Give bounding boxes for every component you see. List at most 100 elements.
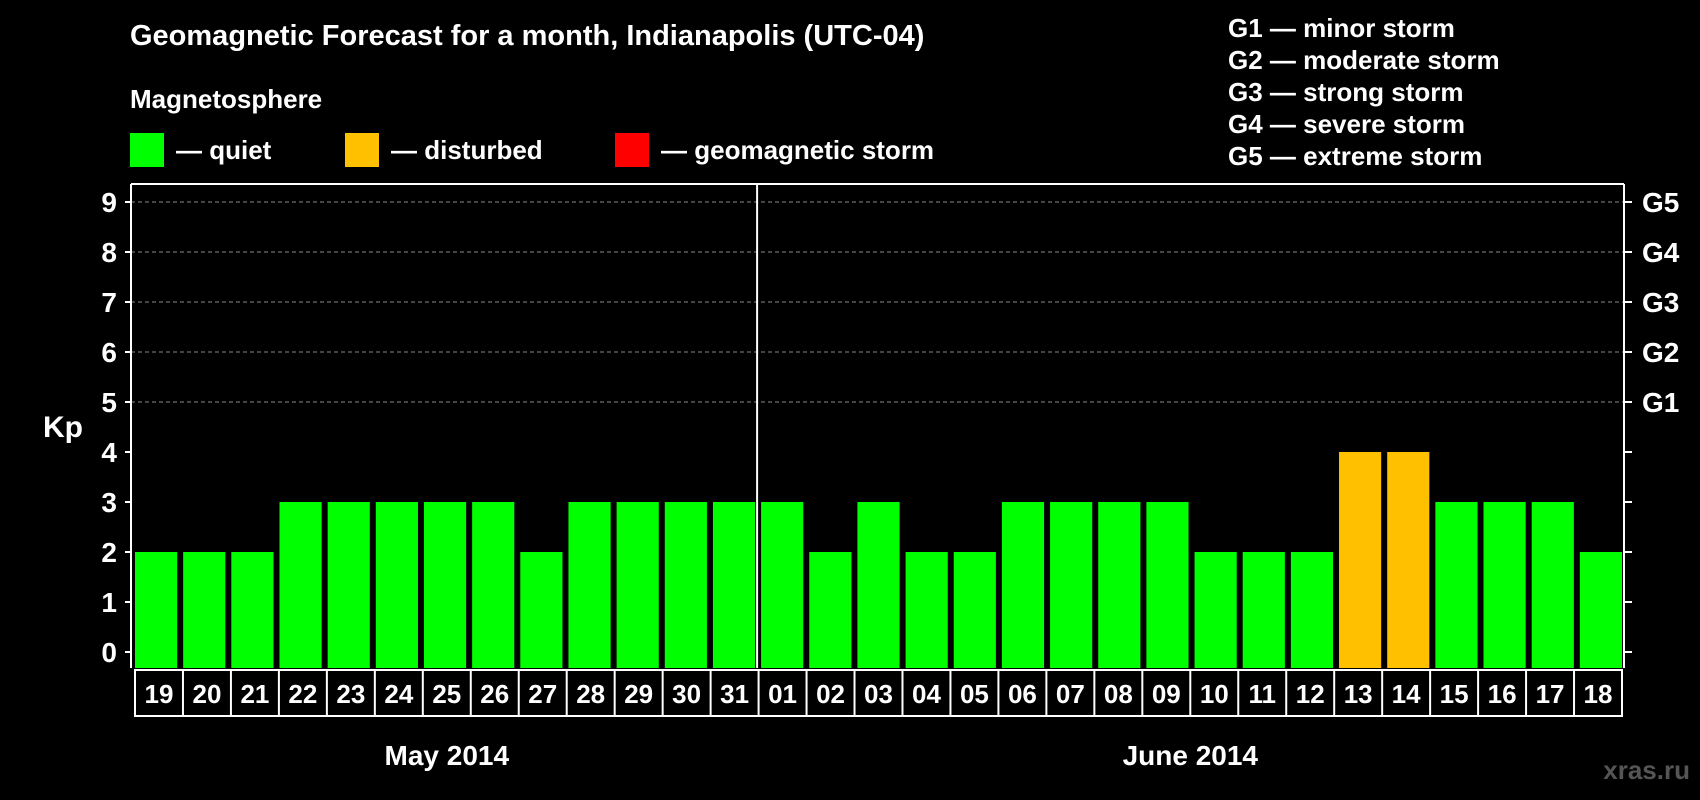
x-tick-label: 08: [1104, 679, 1133, 709]
kp-bar: [568, 502, 611, 668]
y-tick-label: 9: [101, 187, 117, 218]
kp-bar: [1290, 552, 1334, 668]
kp-bar: [1531, 502, 1574, 668]
kp-bar: [1579, 552, 1622, 668]
x-tick-label: 23: [336, 679, 365, 709]
g-scale-label: G3: [1642, 287, 1679, 318]
kp-bar: [712, 502, 756, 668]
g4-legend-item: G4 — severe storm: [1228, 109, 1466, 139]
legend-storm: — geomagnetic storm: [615, 133, 934, 167]
x-tick-label: 28: [576, 679, 605, 709]
x-tick-label: 10: [1200, 679, 1229, 709]
x-tick-label: 11: [1248, 679, 1276, 709]
kp-bar: [520, 552, 563, 668]
y-tick-label: 2: [101, 537, 117, 568]
x-tick-label: 12: [1296, 679, 1325, 709]
watermark: xras.ru: [1603, 755, 1690, 785]
x-tick-label: 19: [145, 679, 174, 709]
kp-bar: [327, 502, 370, 668]
x-tick-label: 24: [384, 679, 413, 709]
kp-bar: [135, 552, 178, 668]
g-scale-label: G5: [1642, 187, 1679, 218]
y-tick-label: 4: [101, 437, 117, 468]
x-tick-label: 31: [720, 679, 749, 709]
y-axis-label: Kp: [43, 411, 83, 444]
legend-storm-label: — geomagnetic storm: [661, 134, 935, 165]
month-label: May 2014: [385, 740, 510, 771]
kp-bar: [472, 502, 515, 668]
kp-bar: [1387, 452, 1430, 668]
x-tick-label: 09: [1152, 679, 1181, 709]
kp-bar: [279, 502, 322, 668]
x-tick-label: 14: [1392, 679, 1421, 709]
legend-quiet: — quiet: [130, 133, 271, 167]
kp-bar: [664, 502, 707, 668]
g2-legend-item: G2 — moderate storm: [1228, 45, 1500, 75]
kp-bar: [375, 502, 418, 668]
kp-bar: [761, 502, 804, 668]
x-tick-label: 13: [1344, 679, 1373, 709]
x-tick-label: 07: [1056, 679, 1085, 709]
y-tick-label: 8: [101, 237, 117, 268]
kp-bar: [1194, 552, 1237, 668]
kp-bar: [1435, 502, 1478, 668]
kp-bar: [1050, 502, 1093, 668]
g-scale-legend: G1 — minor storm G2 — moderate storm G3 …: [1228, 12, 1500, 172]
y-tick-label: 0: [101, 637, 117, 668]
g3-legend-item: G3 — strong storm: [1228, 77, 1464, 107]
kp-bar: [1098, 502, 1141, 668]
x-tick-label: 02: [816, 679, 845, 709]
legend-disturbed-label: — disturbed: [391, 134, 543, 165]
g-scale-label: G4: [1642, 237, 1680, 268]
x-tick-label: 30: [672, 679, 701, 709]
g-scale-label: G2: [1642, 337, 1679, 368]
x-tick-label: 18: [1584, 679, 1613, 709]
kp-bar: [809, 552, 852, 668]
kp-bar: [183, 552, 226, 668]
legend-quiet-label: — quiet: [176, 134, 272, 165]
kp-bar: [905, 552, 948, 668]
kp-bar: [1483, 502, 1526, 668]
legend-quiet-swatch: [130, 133, 164, 167]
x-tick-label: 27: [528, 679, 557, 709]
kp-bar: [1001, 502, 1045, 668]
y-tick-label: 1: [101, 587, 117, 618]
x-tick-label: 01: [768, 679, 797, 709]
y-tick-label: 6: [101, 337, 117, 368]
kp-bar: [1339, 452, 1382, 668]
x-tick-label: 26: [480, 679, 509, 709]
legend-storm-swatch: [615, 133, 649, 167]
y-tick-label: 7: [101, 287, 117, 318]
date-axis-frame: [134, 669, 1623, 717]
legend-disturbed: — disturbed: [345, 133, 543, 167]
y-tick-label: 5: [101, 387, 117, 418]
x-tick-label: 21: [240, 679, 269, 709]
kp-bar: [423, 502, 467, 668]
x-tick-label: 04: [912, 679, 941, 709]
x-tick-label: 06: [1008, 679, 1037, 709]
x-tick-label: 17: [1536, 679, 1565, 709]
legend-disturbed-swatch: [345, 133, 379, 167]
kp-bar: [231, 552, 274, 668]
chart-title: Geomagnetic Forecast for a month, Indian…: [130, 20, 925, 52]
x-tick-label: 05: [960, 679, 989, 709]
month-label: June 2014: [1123, 740, 1259, 771]
legend-subtitle: Magnetosphere: [130, 84, 323, 114]
kp-bar: [857, 502, 900, 668]
y-tick-label: 3: [101, 487, 117, 518]
x-tick-label: 15: [1440, 679, 1469, 709]
kp-bar: [953, 552, 996, 668]
kp-bar: [1242, 552, 1285, 668]
x-tick-label: 16: [1488, 679, 1517, 709]
g5-legend-item: G5 — extreme storm: [1228, 141, 1483, 171]
kp-bar: [1146, 502, 1189, 668]
x-tick-label: 22: [288, 679, 317, 709]
x-tick-label: 25: [432, 679, 461, 709]
x-tick-label: 03: [864, 679, 893, 709]
x-tick-label: 20: [192, 679, 221, 709]
kp-bar: [616, 502, 659, 668]
x-tick-label: 29: [624, 679, 653, 709]
g-scale-label: G1: [1642, 387, 1679, 418]
g1-legend-item: G1 — minor storm: [1228, 13, 1455, 43]
